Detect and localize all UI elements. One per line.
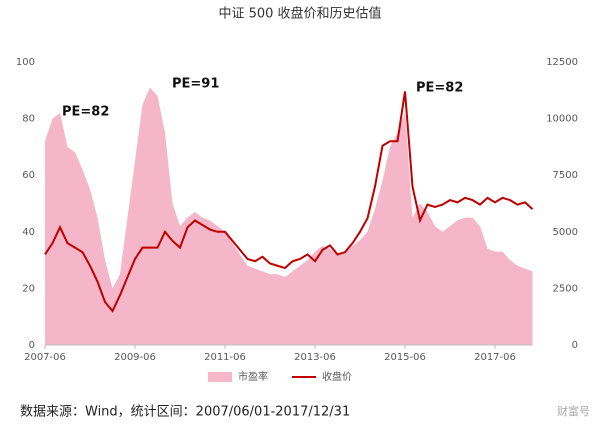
y2-tick-label: 10000 [546,114,578,125]
y2-tick-label: 0 [572,340,578,351]
y-tick-label: 80 [22,114,35,125]
legend-swatch [208,372,232,382]
y-tick-label: 40 [22,227,35,238]
legend-label: 市盈率 [238,370,268,383]
x-tick-label: 2013-06 [294,352,336,363]
x-tick-label: 2015-06 [384,352,426,363]
y2-tick-label: 7500 [553,170,578,181]
area [45,87,533,345]
annotation: PE=82 [62,105,109,120]
y-tick-label: 60 [22,170,35,181]
watermark: 财富号 [557,404,590,418]
y-tick-label: 100 [16,57,35,68]
y-tick-label: 20 [22,283,35,294]
x-tick-label: 2017-06 [474,352,516,363]
y2-tick-label: 2500 [553,283,578,294]
legend-label: 收盘价 [322,370,352,383]
chart-title: 中证 500 收盘价和历史估值 [218,6,381,22]
annotation: PE=82 [416,81,463,96]
x-tick-label: 2007-06 [24,352,66,363]
line [44,91,534,313]
x-tick-label: 2009-06 [114,352,156,363]
y-tick-label: 0 [29,340,35,351]
source-note: 数据来源：Wind，统计区间：2007/06/01-2017/12/31 [20,405,350,420]
y2-tick-label: 5000 [553,227,578,238]
annotation: PE=91 [172,77,219,92]
y2-tick-label: 12500 [546,57,578,68]
x-tick-label: 2011-06 [204,352,246,363]
